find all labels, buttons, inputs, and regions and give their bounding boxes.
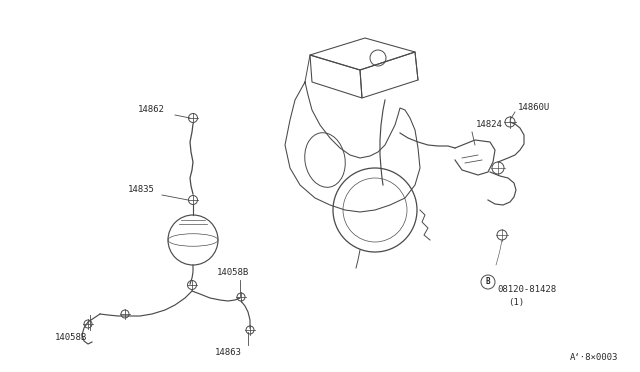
Text: 14835: 14835 [128,185,155,194]
Text: 14058B: 14058B [217,268,249,277]
Text: 14058B: 14058B [55,333,87,342]
Text: 14862: 14862 [138,105,165,114]
Text: 14824: 14824 [476,120,503,129]
Text: B: B [486,278,490,286]
Text: 14860U: 14860U [518,103,550,112]
Text: A‘·8×0003: A‘·8×0003 [570,353,618,362]
Text: 14863: 14863 [215,348,242,357]
Text: 08120-81428: 08120-81428 [497,285,556,294]
Text: (1): (1) [508,298,524,307]
